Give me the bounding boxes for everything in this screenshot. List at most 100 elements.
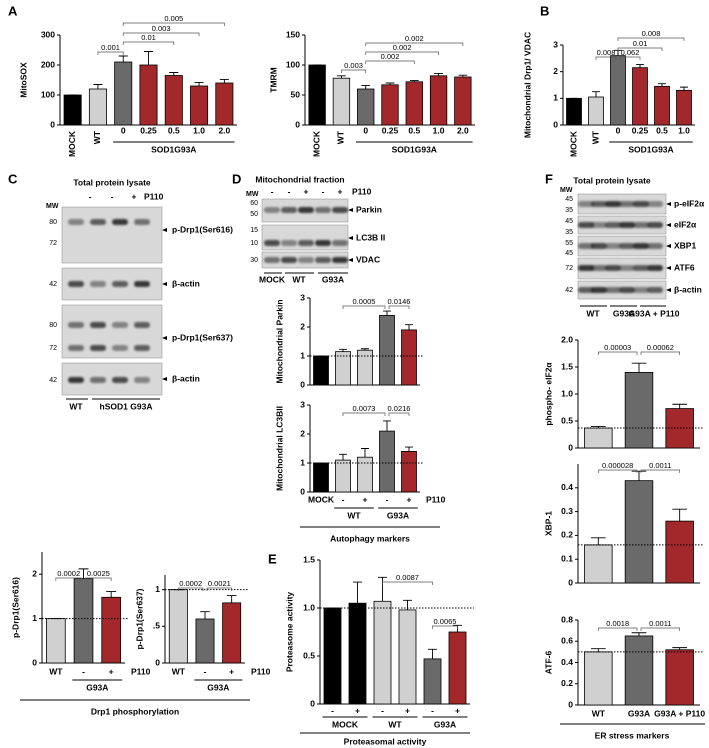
mw-value: 45 <box>565 218 573 225</box>
mw-value: 35 <box>565 207 573 214</box>
blot-title: Total protein lysate <box>73 177 151 187</box>
y-axis-label: XBP-1 <box>543 511 553 536</box>
error-bar <box>592 91 600 97</box>
blot-band <box>68 281 84 287</box>
error-bar <box>118 55 128 62</box>
bar <box>139 64 158 126</box>
group-label: SOD1G93A <box>151 144 196 154</box>
y-tick-label: 150 <box>286 29 300 39</box>
x-tick-label: - <box>386 494 389 504</box>
blot-band <box>68 322 84 328</box>
mw-value: 72 <box>49 240 57 247</box>
blot-band <box>591 243 607 249</box>
significance-bracket <box>619 56 641 60</box>
y-tick-label: 300 <box>41 29 55 39</box>
x-tick-label: WT <box>92 130 102 144</box>
y-tick-label: 2 <box>32 568 37 578</box>
group-label: G93A <box>434 719 456 729</box>
bar <box>584 544 613 584</box>
blot-band <box>647 287 663 293</box>
blot-band <box>647 222 663 228</box>
y-tick-label: 100 <box>41 89 55 99</box>
lane-group-label: G93A <box>322 274 344 284</box>
bar <box>88 88 107 126</box>
error-bar <box>339 453 347 461</box>
significance-bracket <box>55 577 82 581</box>
condition-label: P110 <box>144 191 164 201</box>
section-label: Autophagy markers <box>330 533 410 543</box>
significance-bracket <box>342 412 386 416</box>
mw-value: 72 <box>565 265 573 272</box>
blot-band <box>112 219 128 225</box>
band-arrow <box>348 258 353 262</box>
blot-band <box>647 201 663 207</box>
p-value: 0.002 <box>381 52 400 61</box>
band-label: p-Drp1(Ser616) <box>172 224 233 234</box>
error-bar <box>434 72 443 76</box>
blot-band <box>591 222 607 228</box>
blot-band <box>90 281 106 287</box>
error-bar <box>169 72 179 76</box>
blot-band <box>90 345 106 351</box>
band-label: β-actin <box>674 284 702 294</box>
mw-value: 60 <box>250 200 258 207</box>
band-arrow <box>348 208 353 212</box>
error-bar <box>200 611 210 619</box>
panel-label: B <box>540 3 549 18</box>
x-tick-label: 1.0 <box>193 125 205 135</box>
p-value: 0.0005 <box>353 297 376 306</box>
mw-value: 10 <box>250 240 258 247</box>
x-tick-label: 0.5 <box>656 125 668 135</box>
bar <box>665 520 694 584</box>
bar <box>168 589 188 664</box>
x-tick-label: 1.0 <box>433 125 445 135</box>
bar <box>401 450 417 493</box>
group-label: SOD1G93A <box>628 144 673 154</box>
significance-bracket <box>597 627 638 631</box>
bar <box>101 596 121 664</box>
y-tick-label: 200 <box>41 59 55 69</box>
x-tick-label: 2.0 <box>457 125 469 135</box>
blot-band <box>591 265 607 271</box>
y-tick-label: 1 <box>553 93 558 103</box>
blot-band <box>134 377 150 383</box>
significance-bracket <box>365 60 415 64</box>
y-tick-label: 0 <box>568 699 573 709</box>
y-axis-label: Proteasome activity <box>284 592 294 673</box>
blot-band <box>90 377 106 383</box>
mw-value: 15 <box>250 227 258 234</box>
bar <box>63 94 82 126</box>
significance-bracket <box>640 469 681 473</box>
blot-band <box>633 201 649 207</box>
x-tick-label: WT <box>336 130 346 144</box>
blot-band <box>298 207 314 213</box>
blot-band <box>647 265 663 271</box>
blot-band <box>315 257 331 263</box>
bar <box>323 607 342 705</box>
p-value: 0.0011 <box>649 619 671 628</box>
y-tick-label: 0.8 <box>561 614 573 624</box>
p-value: 0.01 <box>141 33 156 42</box>
y-tick-label: 0 <box>553 119 558 129</box>
blot-band <box>134 219 150 225</box>
bar <box>357 456 373 493</box>
lane-group-label: G93A <box>613 308 635 318</box>
significance-bracket <box>595 56 617 60</box>
y-tick-label: 0.1 <box>561 553 573 563</box>
blot-band <box>578 265 594 271</box>
x-tick-label: + <box>109 666 114 676</box>
lane-group-label: WT <box>69 401 83 411</box>
blot-band <box>605 201 621 207</box>
bar <box>46 618 66 664</box>
y-tick-label: 0 <box>568 442 573 452</box>
blot-band <box>633 243 649 249</box>
lane-group-label: WT <box>292 274 306 284</box>
y-axis-label: Mitochondrial Drp1/ VDAC <box>522 32 532 138</box>
significance-bracket <box>597 469 638 473</box>
lane-label: - <box>288 186 291 196</box>
band-arrow <box>162 282 167 286</box>
condition-label: P110 <box>251 666 271 676</box>
x-tick-label: - <box>381 705 384 715</box>
p-value: 0.003 <box>344 61 363 70</box>
lane-label: - <box>322 186 325 196</box>
